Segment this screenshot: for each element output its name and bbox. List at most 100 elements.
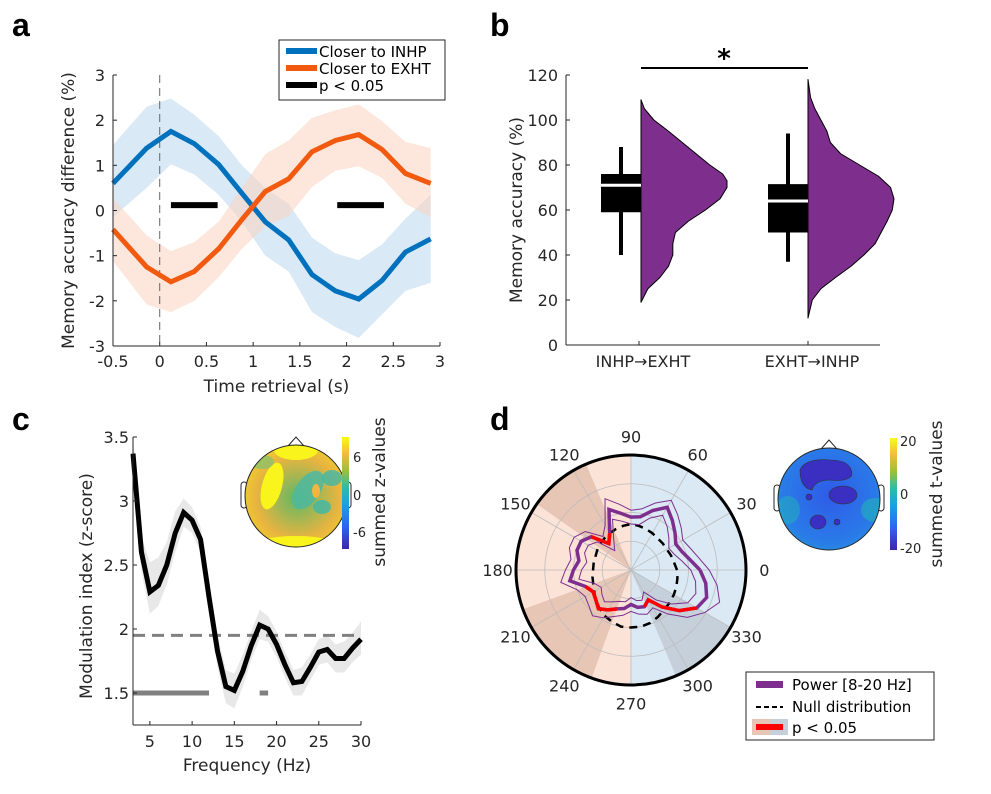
panel-d-angle-labels: 0 30 60 90 120 150 180 210 240 270 300 330 — [482, 428, 769, 714]
legend-label-significance: p < 0.05 — [319, 77, 384, 95]
angular-grid-line — [531, 569, 632, 628]
panel-a-line-chart: -0.5 0 0.5 1 1.5 2 2.5 3 -3 -2 -1 0 1 2 3 Time retriev… — [59, 39, 446, 397]
y-tick-label: 0 — [95, 202, 105, 221]
panel-c-topoplot: 6 0 -6 summed z-values — [240, 417, 390, 567]
error-band-exht — [113, 104, 431, 313]
panel-b-violins — [640, 79, 895, 319]
y-tick-label: 2 — [95, 111, 105, 130]
x-tick-label: 10 — [182, 732, 202, 751]
angle-tick-label: 60 — [688, 445, 708, 464]
x-tick-label: 2.5 — [381, 352, 406, 371]
legend-label-exht: Closer to EXHT — [319, 60, 432, 78]
y-tick-label: 100 — [527, 111, 558, 130]
panel-b-raincloud-chart: 0 20 40 60 80 100 120 INHP→EXHT EXHT→INHP * Memo… — [507, 44, 895, 371]
x-tick-label: 3 — [435, 352, 445, 371]
x-tick-label: INHP→EXHT — [596, 352, 691, 371]
power-lower-bound — [578, 514, 697, 605]
series-line-exht — [111, 131, 432, 285]
panel-d-topoplot: 20 0 -20 summed t-values — [773, 420, 947, 568]
angle-tick-label: 180 — [482, 561, 513, 580]
x-tick-label: 1 — [248, 352, 258, 371]
significant-power-segment — [590, 532, 612, 547]
significant-power-segment — [642, 597, 698, 613]
legend-swatch-significance — [286, 82, 317, 88]
angle-tick-label: 150 — [500, 494, 531, 513]
box-iqr — [601, 174, 641, 213]
angle-tick-label: 210 — [500, 628, 531, 647]
y-tick-label: 80 — [538, 156, 558, 175]
panel-d-colorbar-label: summed t-values — [927, 420, 947, 567]
y-tick-label: 120 — [527, 66, 558, 85]
angle-tick-label: 300 — [682, 677, 713, 696]
significant-power-segment — [584, 585, 618, 612]
x-tick-label: 25 — [309, 732, 329, 751]
panel-label-d: d — [490, 401, 510, 437]
angular-grid-line — [630, 470, 689, 571]
half-violin — [807, 79, 895, 319]
angular-grid-line — [630, 512, 731, 571]
angular-grid-line — [630, 569, 731, 628]
y-tick-label: 20 — [538, 291, 558, 310]
legend-label-significance: p < 0.05 — [792, 719, 857, 737]
x-tick-label: 2 — [341, 352, 351, 371]
half-violin — [640, 99, 728, 303]
panel-b-boxplots — [601, 133, 808, 262]
panel-c-series-line — [130, 453, 363, 694]
panel-b-axes: 0 20 40 60 80 100 120 INHP→EXHT EXHT→INHP — [527, 66, 880, 371]
angle-tick-label: 90 — [621, 428, 641, 447]
panel-a-legend: Closer to INHP Closer to EXHT p < 0.05 — [278, 39, 446, 101]
legend-swatch-power — [756, 681, 783, 688]
panel-b-y-axis-label: Memory accuracy (%) — [507, 117, 527, 303]
panel-c-colorbar-label: summed z-values — [370, 417, 390, 566]
colorbar-tick: -6 — [353, 526, 366, 541]
panel-d-polar-chart: 0 30 60 90 120 150 180 210 240 270 300 330 Power [8… — [482, 420, 947, 741]
legend-label-inhp: Closer to INHP — [319, 43, 427, 61]
colorbar-tick: 20 — [900, 435, 917, 450]
y-tick-label: 1.5 — [104, 684, 129, 703]
x-tick-label: -0.5 — [97, 352, 128, 371]
legend-label-null: Null distribution — [792, 698, 911, 716]
panel-c-axes: 5 10 15 20 25 30 1.5 2 2.5 3 3.5 — [104, 428, 372, 751]
y-tick-label: 2 — [119, 620, 129, 639]
panel-a-axes: -0.5 0 0.5 1 1.5 2 2.5 3 -3 -2 -1 0 1 2 3 — [89, 66, 445, 371]
panel-d-null-distribution — [591, 522, 679, 629]
x-tick-label: EXHT→INHP — [765, 352, 860, 371]
legend-swatch-inhp — [286, 48, 317, 54]
legend-swatch-exht — [286, 65, 317, 71]
x-tick-label: 0.5 — [194, 352, 219, 371]
panel-c-y-axis-label: Modulation index (z-score) — [77, 473, 97, 699]
y-tick-label: 40 — [538, 246, 558, 265]
x-tick-label: 30 — [351, 732, 371, 751]
null-distribution-line — [591, 522, 679, 629]
panel-c-x-axis-label: Frequency (Hz) — [183, 756, 311, 776]
y-tick-label: 3.5 — [104, 428, 129, 447]
x-tick-label: 20 — [266, 732, 286, 751]
colorbar-tick: -20 — [900, 542, 921, 557]
y-tick-label: -3 — [89, 337, 105, 356]
angular-grid-line — [573, 470, 632, 571]
x-tick-label: 0 — [155, 352, 165, 371]
panel-a-series-lines — [111, 128, 432, 302]
series-line — [130, 453, 363, 694]
colorbar-tick: 0 — [353, 489, 361, 504]
panel-d-legend: Power [8-20 Hz] Null distribution p < 0.… — [745, 671, 935, 741]
panel-a-error-bands — [113, 98, 431, 338]
legend-label-power: Power [8-20 Hz] — [792, 676, 912, 694]
panel-c-line-chart: 5 10 15 20 25 30 1.5 2 2.5 3 3.5 Frequency (Hz) Mo… — [77, 417, 390, 776]
colorbar-tick: 6 — [353, 451, 361, 466]
angular-grid-line — [630, 569, 689, 670]
angle-tick-label: 240 — [549, 677, 580, 696]
angle-tick-label: 330 — [731, 628, 762, 647]
box-iqr — [768, 184, 808, 233]
y-tick-label: -2 — [89, 292, 105, 311]
x-tick-label: 1.5 — [287, 352, 312, 371]
panel-label-c: c — [12, 401, 30, 437]
y-tick-label: 60 — [538, 201, 558, 220]
panel-c-colorbar — [342, 437, 349, 549]
y-tick-label: 1 — [95, 156, 105, 175]
panel-b-significance-star: * — [717, 44, 731, 74]
series-line-inhp — [111, 128, 432, 302]
colorbar-tick: 0 — [900, 488, 908, 503]
legend-swatch-significance — [756, 724, 783, 730]
